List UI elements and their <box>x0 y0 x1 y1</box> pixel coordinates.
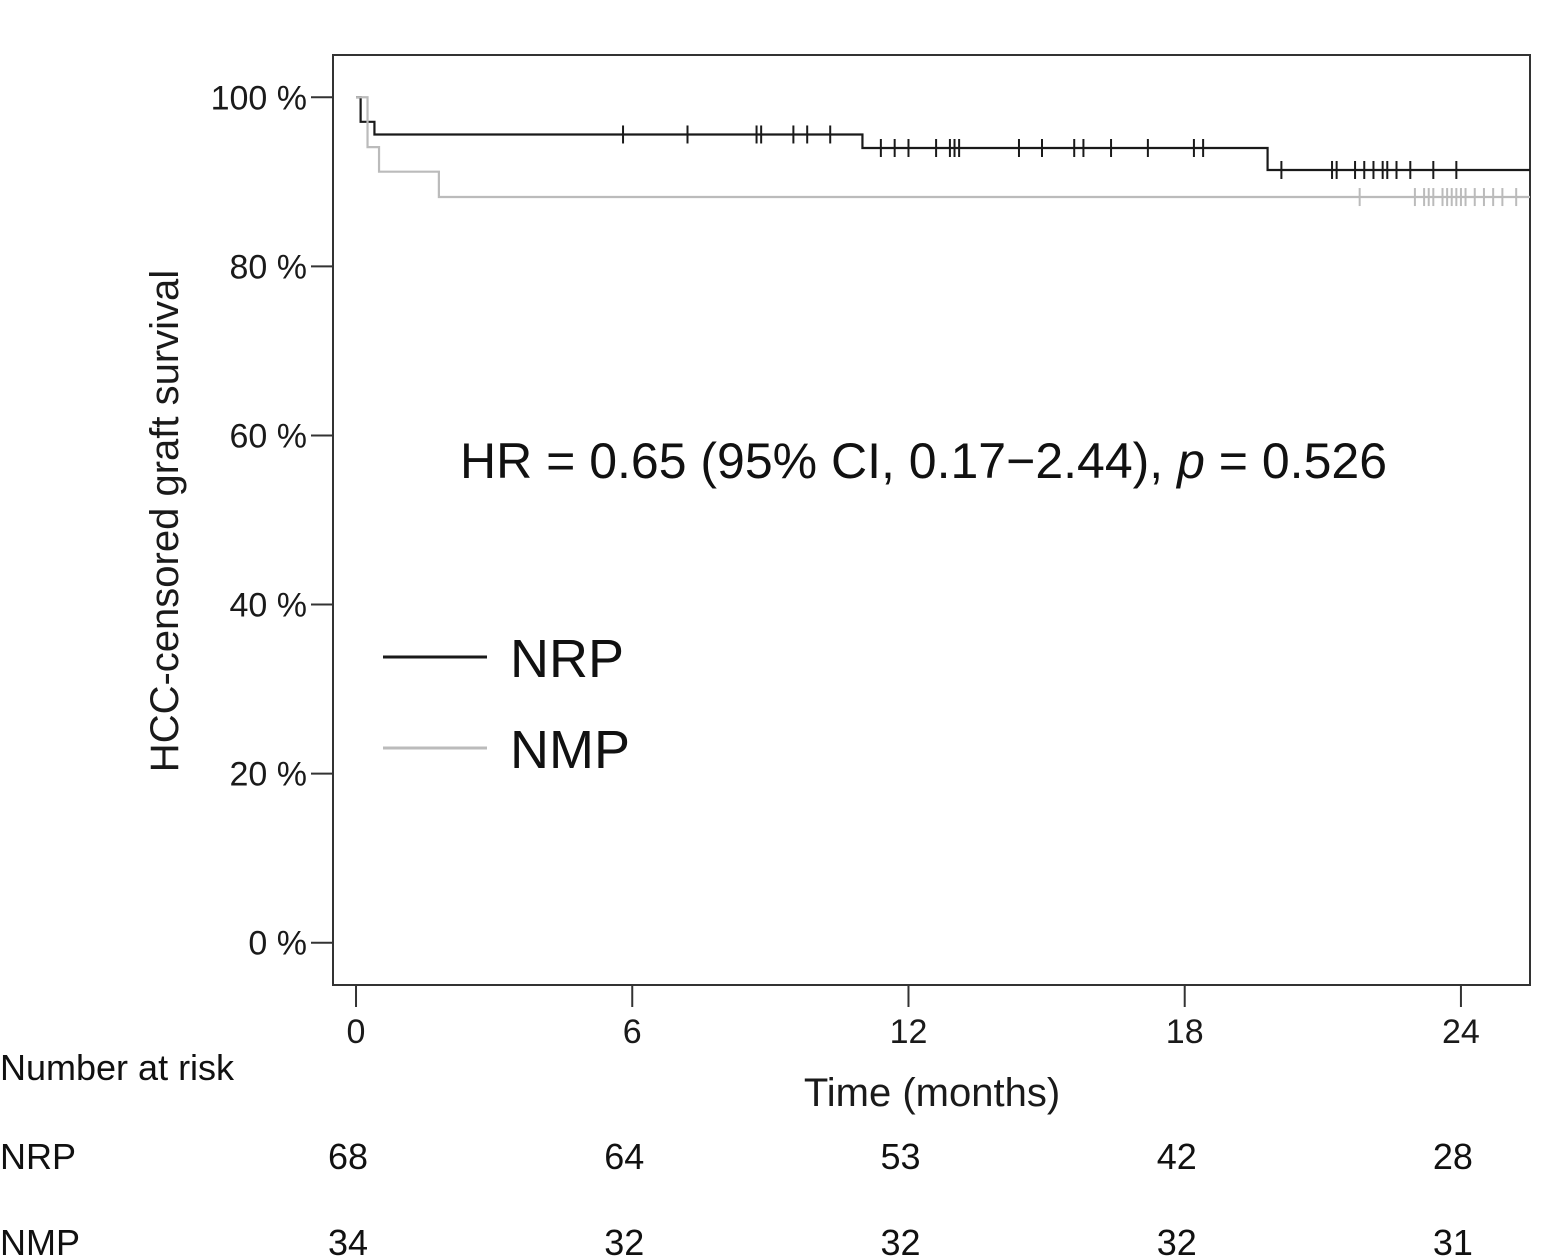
x-tick-label-24: 24 <box>1442 1013 1480 1051</box>
x-axis-title: Time (months) <box>804 1071 1060 1115</box>
risk-value-nrp-24: 28 <box>1433 1136 1473 1177</box>
risk-value-nrp-6: 64 <box>604 1136 644 1177</box>
x-tick-label-0: 0 <box>347 1013 366 1051</box>
risk-value-nrp-18: 42 <box>1157 1136 1197 1177</box>
risk-values: 68 64 53 42 28 34 32 32 32 31 <box>328 1136 1473 1258</box>
risk-value-nmp-0: 34 <box>328 1222 368 1258</box>
curve-nmp <box>356 96 1530 199</box>
legend-label-nrp: NRP <box>510 629 624 689</box>
hazard-ratio-annotation: HR = 0.65 (95% CI, 0.17−2.44), p = 0.526 <box>460 433 1387 489</box>
y-tick-label-40: 40 % <box>230 587 308 625</box>
annotation-part-0: HR = 0.65 (95% CI, 0.17−2.44), <box>460 433 1177 489</box>
risk-value-nmp-18: 32 <box>1157 1222 1197 1258</box>
x-tick-label-18: 18 <box>1166 1013 1204 1051</box>
x-axis: 0 6 12 18 24 <box>347 985 1480 1051</box>
survival-curves <box>356 96 1530 207</box>
y-tick-label-80: 80 % <box>230 248 308 286</box>
y-tick-label-60: 60 % <box>230 417 308 455</box>
number-at-risk-table: Number at risk NRP NMP 68 64 53 42 28 34 32 32 3… <box>0 1047 1473 1258</box>
y-tick-label-100: 100 % <box>211 79 307 117</box>
y-axis: 0 % 20 % 40 % 60 % 80 % 100 % <box>211 79 333 963</box>
legend: NRP NMP <box>383 629 630 780</box>
risk-row-label-nmp: NMP <box>0 1222 80 1258</box>
risk-value-nrp-12: 53 <box>880 1136 920 1177</box>
y-axis-title: HCC-censored graft survival <box>143 270 187 772</box>
annotation-part-1: p <box>1175 433 1205 489</box>
risk-value-nmp-24: 31 <box>1433 1222 1473 1258</box>
risk-row-label-nrp: NRP <box>0 1136 76 1177</box>
risk-value-nrp-0: 68 <box>328 1136 368 1177</box>
y-tick-label-20: 20 % <box>230 756 308 794</box>
x-tick-label-12: 12 <box>890 1013 928 1051</box>
risk-value-nmp-6: 32 <box>604 1222 644 1258</box>
number-at-risk-title: Number at risk <box>0 1047 235 1088</box>
curve-nrp <box>356 96 1530 172</box>
risk-value-nmp-12: 32 <box>880 1222 920 1258</box>
y-tick-label-0: 0 % <box>248 925 307 963</box>
plot-area <box>332 54 1531 986</box>
legend-label-nmp: NMP <box>510 720 630 780</box>
annotation-part-2: = 0.526 <box>1205 433 1387 489</box>
x-tick-label-6: 6 <box>623 1013 642 1051</box>
